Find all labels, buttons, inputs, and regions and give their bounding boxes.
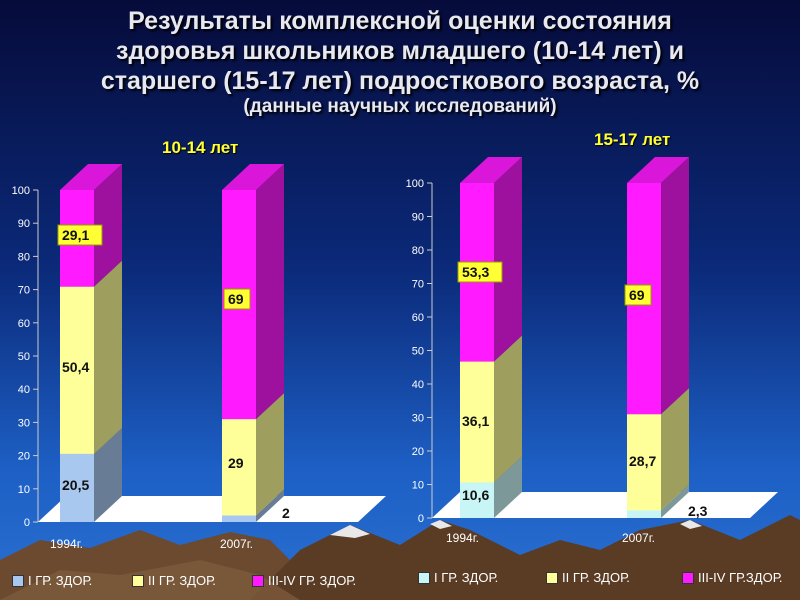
y-tick-label: 80 bbox=[412, 245, 424, 257]
y-tick-label: 90 bbox=[412, 212, 424, 224]
bar-segment bbox=[627, 414, 661, 511]
y-tick-label: 0 bbox=[24, 517, 30, 529]
data-label: 50,4 bbox=[62, 359, 89, 375]
y-tick-label: 100 bbox=[12, 185, 30, 197]
y-tick-label: 10 bbox=[412, 480, 424, 492]
title-line-1: Результаты комплексной оценки состояния bbox=[128, 7, 672, 35]
y-tick-label: 80 bbox=[18, 251, 30, 263]
bar-segment bbox=[60, 286, 94, 454]
y-tick-label: 60 bbox=[18, 318, 30, 330]
data-label: 2,3 bbox=[688, 503, 708, 519]
data-label: 69 bbox=[228, 291, 244, 307]
mountains-decoration bbox=[0, 515, 800, 600]
data-label: 28,7 bbox=[629, 453, 656, 469]
y-tick-label: 60 bbox=[412, 312, 424, 324]
legend-left-item-2: II ГР. ЗДОР. bbox=[132, 573, 216, 588]
bar-segment-side bbox=[94, 260, 122, 454]
y-tick-label: 20 bbox=[412, 446, 424, 458]
bar-segment bbox=[60, 453, 94, 522]
x-category-label: 2007г. bbox=[622, 531, 655, 545]
legend-left-item-1: I ГР. ЗДОР. bbox=[12, 573, 92, 588]
y-tick-label: 20 bbox=[18, 451, 30, 463]
data-label: 53,3 bbox=[462, 264, 489, 280]
legend-swatch bbox=[12, 574, 24, 587]
bar-segment-side bbox=[256, 164, 284, 420]
legend-right-item-3: III-IV ГР.ЗДОР. bbox=[682, 570, 783, 585]
x-category-label: 1994г. bbox=[50, 537, 83, 551]
data-label: 10,6 bbox=[462, 487, 489, 503]
bar-segment-side bbox=[494, 456, 522, 518]
y-tick-label: 0 bbox=[418, 513, 424, 525]
y-tick-label: 50 bbox=[18, 351, 30, 363]
data-label-box bbox=[57, 224, 103, 246]
bar-segment-side bbox=[94, 427, 122, 522]
y-tick-label: 50 bbox=[412, 346, 424, 358]
y-tick-label: 10 bbox=[18, 484, 30, 496]
bar-segment-side bbox=[661, 484, 689, 518]
chart-15-17: 0 10 20 30 40 50 60 70 80 90 100 10,6 36,1 53,3 1994г.… bbox=[406, 157, 778, 545]
legend-swatch bbox=[546, 571, 558, 584]
legend-swatch bbox=[132, 574, 144, 587]
bar-segment bbox=[222, 419, 256, 516]
legend-right-item-2: II ГР. ЗДОР. bbox=[546, 570, 630, 585]
y-tick-label: 70 bbox=[18, 285, 30, 297]
page-title: Результаты комплексной оценки состояния … bbox=[10, 6, 790, 118]
legend-right-item-1: I ГР. ЗДОР. bbox=[418, 570, 498, 585]
bar-segment-side bbox=[494, 335, 522, 483]
legend-label: I ГР. ЗДОР. bbox=[28, 573, 93, 588]
data-label-box bbox=[624, 284, 652, 306]
legend-label: III-IV ГР. ЗДОР. bbox=[268, 573, 357, 588]
bar-segment-top bbox=[460, 157, 522, 183]
bar-segment bbox=[222, 515, 256, 522]
data-label: 36,1 bbox=[462, 413, 489, 429]
title-line-3: старшего (15-17 лет) подросткового возра… bbox=[100, 67, 700, 95]
title-line-2: здоровья школьников младшего (10-14 лет)… bbox=[116, 37, 684, 65]
data-label: 20,5 bbox=[62, 477, 89, 493]
bar-segment-side bbox=[256, 393, 284, 516]
legend-label: I ГР. ЗДОР. bbox=[434, 570, 499, 585]
legend-label: III-IV ГР.ЗДОР. bbox=[698, 570, 783, 585]
y-tick-label: 30 bbox=[412, 413, 424, 425]
bar-segment-side bbox=[494, 157, 522, 362]
bar-segment bbox=[460, 361, 494, 483]
y-tick-label: 40 bbox=[18, 384, 30, 396]
legend-left-item-3: III-IV ГР. ЗДОР. bbox=[252, 573, 356, 588]
title-subtitle: (данные научных исследований) bbox=[243, 96, 557, 117]
chart-left-title: 10-14 лет bbox=[162, 138, 239, 157]
bar-segment bbox=[460, 482, 494, 518]
bar-segment-side bbox=[661, 157, 689, 415]
y-tick-label: 100 bbox=[406, 178, 424, 190]
bar-segment-top bbox=[627, 157, 689, 183]
bar-segment-side bbox=[661, 388, 689, 511]
data-label: 29,1 bbox=[62, 227, 89, 243]
legend-label: II ГР. ЗДОР. bbox=[148, 573, 216, 588]
data-label: 69 bbox=[629, 287, 645, 303]
legend-swatch bbox=[418, 571, 430, 584]
y-tick-label: 90 bbox=[18, 218, 30, 230]
y-tick-label: 70 bbox=[412, 279, 424, 291]
chart-floor bbox=[38, 496, 386, 522]
data-label-box bbox=[457, 261, 503, 283]
bar-segment-side bbox=[256, 489, 284, 522]
bar-segment-top bbox=[222, 164, 284, 190]
x-category-label: 2007г. bbox=[220, 537, 253, 551]
bar-segment-side bbox=[94, 164, 122, 287]
bar-segment-top bbox=[60, 164, 122, 190]
y-tick-label: 30 bbox=[18, 417, 30, 429]
chart-right-title: 15-17 лет bbox=[594, 130, 671, 149]
chart-10-14: 0 10 20 30 40 50 60 70 80 90 100 20,5 50,4 29,1 1994г.… bbox=[12, 164, 386, 551]
chart-floor bbox=[432, 492, 778, 518]
legend-swatch bbox=[682, 571, 694, 584]
data-label: 29 bbox=[228, 455, 244, 471]
y-tick-label: 40 bbox=[412, 379, 424, 391]
data-label-box bbox=[223, 288, 251, 310]
bar-segment bbox=[627, 510, 661, 518]
x-category-label: 1994г. bbox=[446, 531, 479, 545]
legend-label: II ГР. ЗДОР. bbox=[562, 570, 630, 585]
legend-swatch bbox=[252, 574, 264, 587]
data-label: 2 bbox=[282, 505, 290, 521]
